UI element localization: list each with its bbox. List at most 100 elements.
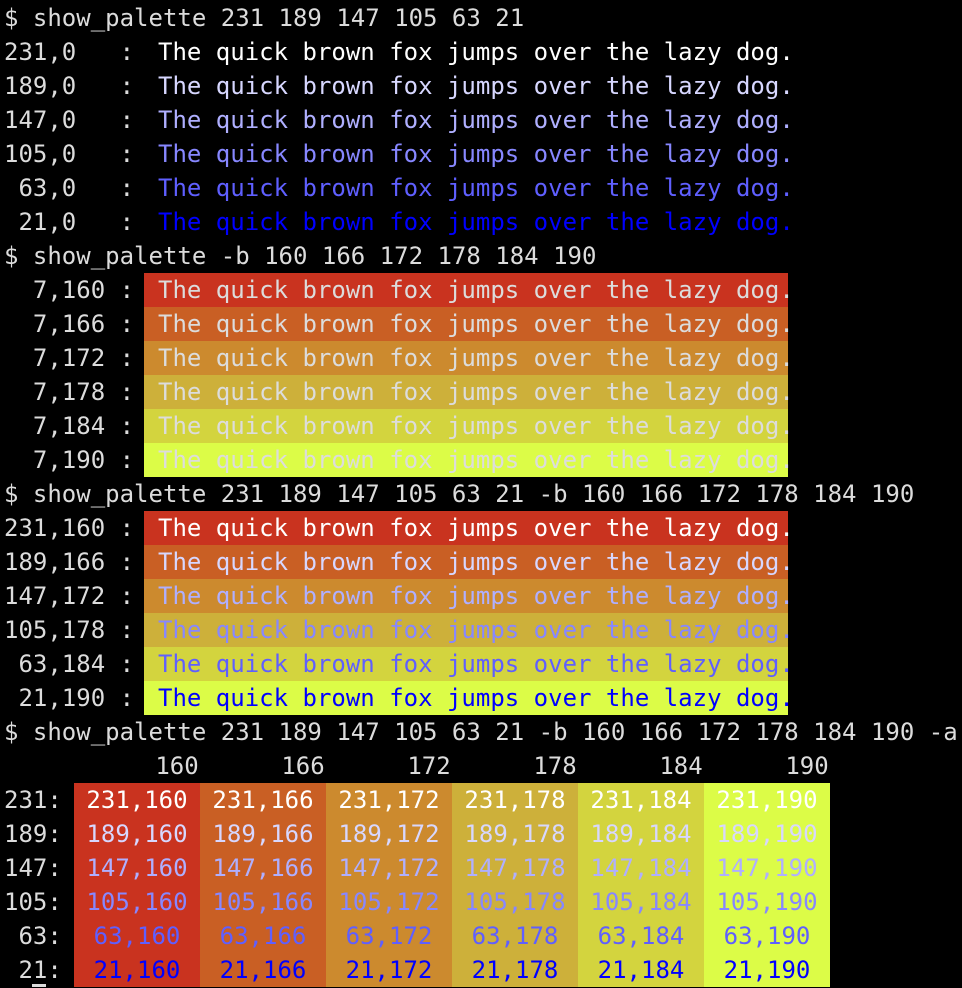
palette-label: 63,184 : (4, 650, 135, 678)
bg-swatch-190 (144, 681, 788, 715)
grid-cell-text: 189,190 (716, 820, 818, 848)
grid-cell-bg (200, 783, 326, 817)
grid-cell-bg (704, 953, 830, 987)
palette-label: 147,0 : (4, 106, 135, 134)
grid-row-label: 231: (4, 786, 62, 814)
palette-label: 7,184 : (4, 412, 135, 440)
grid-cell-bg (200, 817, 326, 851)
grid-cell-text: 147,160 (86, 854, 188, 882)
bg-swatch-190 (144, 443, 788, 477)
grid-cell-text: 147,178 (464, 854, 566, 882)
grid-row-label: 189: (4, 820, 62, 848)
grid-cell-text: 231,172 (338, 786, 440, 814)
grid-cell-text: 231,160 (86, 786, 188, 814)
grid-cell-text: 21,190 (723, 956, 811, 984)
grid-cell-bg (578, 817, 704, 851)
grid-cell-text: 105,172 (338, 888, 440, 916)
bg-swatch-178 (144, 613, 788, 647)
grid-cell-text: 21,184 (597, 956, 685, 984)
grid-cell-text: 147,172 (338, 854, 440, 882)
grid-cell-bg (74, 817, 200, 851)
grid-cell-bg (704, 851, 830, 885)
grid-column-header: 160 (155, 752, 199, 780)
palette-label: 231,160 : (4, 514, 135, 542)
palette-label: 105,0 : (4, 140, 135, 168)
command-line: $ show_palette 231 189 147 105 63 21 -b … (4, 480, 915, 508)
command-line: $ show_palette 231 189 147 105 63 21 (4, 4, 525, 32)
grid-cell-text: 147,166 (212, 854, 314, 882)
grid-cell-text: 189,178 (464, 820, 566, 848)
grid-cell-text: 105,184 (590, 888, 692, 916)
grid-cell-bg (200, 919, 326, 953)
grid-column-header: 184 (659, 752, 703, 780)
grid-cell-bg (200, 953, 326, 987)
grid-cell-bg (578, 783, 704, 817)
grid-cell-text: 63,184 (597, 922, 685, 950)
palette-sample-text: The quick brown fox jumps over the lazy … (158, 310, 794, 338)
grid-cell-bg (74, 851, 200, 885)
grid-row-label: 21: (4, 956, 62, 984)
bg-swatch-172 (144, 579, 788, 613)
grid-cell-text: 189,166 (212, 820, 314, 848)
grid-cell-bg (326, 851, 452, 885)
bg-swatch-172 (144, 341, 788, 375)
command-line: $ show_palette 231 189 147 105 63 21 -b … (4, 718, 958, 746)
grid-cell-bg (200, 851, 326, 885)
grid-cell-text: 21,166 (219, 956, 307, 984)
grid-cell-text: 21,178 (471, 956, 559, 984)
grid-cell-bg (200, 885, 326, 919)
grid-cell-bg (452, 783, 578, 817)
grid-cell-text: 189,160 (86, 820, 188, 848)
grid-row-label: 105: (4, 888, 62, 916)
grid-cell-bg (452, 919, 578, 953)
palette-sample-text: The quick brown fox jumps over the lazy … (158, 412, 794, 440)
palette-label: 105,178 : (4, 616, 135, 644)
grid-cell-bg (452, 851, 578, 885)
grid-cell-text: 147,190 (716, 854, 818, 882)
command-line: $ show_palette -b 160 166 172 178 184 19… (4, 242, 597, 270)
grid-cell-text: 21,172 (345, 956, 433, 984)
palette-label: 21,0 : (4, 208, 135, 236)
palette-label: 7,160 : (4, 276, 135, 304)
grid-cell-text: 231,166 (212, 786, 314, 814)
grid-cell-text: 21,160 (93, 956, 181, 984)
grid-cell-text: 63,190 (723, 922, 811, 950)
palette-label: 7,178 : (4, 378, 135, 406)
grid-cell-bg (578, 851, 704, 885)
grid-cell-text: 63,178 (471, 922, 559, 950)
palette-label: 21,190 : (4, 684, 135, 712)
bg-swatch-184 (144, 409, 788, 443)
grid-cell-bg (578, 919, 704, 953)
grid-cell-bg (74, 919, 200, 953)
grid-cell-text: 147,184 (590, 854, 692, 882)
bg-swatch-160 (144, 273, 788, 307)
palette-sample-text: The quick brown fox jumps over the lazy … (158, 106, 794, 134)
grid-cell-text: 189,172 (338, 820, 440, 848)
grid-cell-bg (578, 885, 704, 919)
grid-cell-bg (326, 783, 452, 817)
grid-column-header: 178 (533, 752, 577, 780)
grid-cell-text: 63,172 (345, 922, 433, 950)
palette-sample-text: The quick brown fox jumps over the lazy … (158, 446, 794, 474)
grid-cell-bg (578, 953, 704, 987)
grid-cell-bg (704, 885, 830, 919)
palette-sample-text: The quick brown fox jumps over the lazy … (158, 344, 794, 372)
grid-cell-bg (74, 885, 200, 919)
grid-cell-bg (74, 953, 200, 987)
palette-sample-text: The quick brown fox jumps over the lazy … (158, 378, 794, 406)
grid-row-label: 63: (4, 922, 62, 950)
bg-swatch-160 (144, 511, 788, 545)
grid-cell-text: 105,160 (86, 888, 188, 916)
palette-label: 189,166 : (4, 548, 135, 576)
palette-label: 7,166 : (4, 310, 135, 338)
grid-cell-text: 231,184 (590, 786, 692, 814)
palette-sample-text: The quick brown fox jumps over the lazy … (158, 684, 794, 712)
grid-cell-bg (452, 953, 578, 987)
palette-sample-text: The quick brown fox jumps over the lazy … (158, 616, 794, 644)
palette-label: 231,0 : (4, 38, 135, 66)
grid-column-header: 172 (407, 752, 451, 780)
grid-cell-text: 63,160 (93, 922, 181, 950)
palette-label: 147,172 : (4, 582, 135, 610)
grid-cell-text: 105,190 (716, 888, 818, 916)
